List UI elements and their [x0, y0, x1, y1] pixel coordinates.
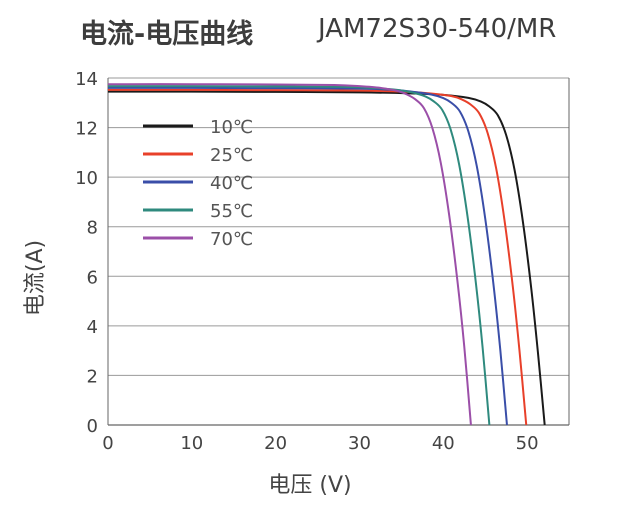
- series-line-4: [107, 85, 491, 426]
- x-tick-label-50: 50: [516, 433, 539, 454]
- series-line-5: [107, 83, 472, 426]
- grid-lines: [108, 77, 569, 426]
- x-tick-label-20: 20: [264, 433, 287, 454]
- x-tick-label-30: 30: [348, 433, 371, 454]
- series-line-2: [107, 88, 528, 426]
- y-tick-label-4: 4: [87, 317, 98, 338]
- series-line-3: [107, 86, 508, 426]
- x-tick-label-40: 40: [432, 433, 455, 454]
- chart-title: 电流-电压曲线: [80, 19, 254, 50]
- chart-model: JAM72S30-540/MR: [318, 14, 557, 44]
- y-axis-label: 电流(A): [23, 240, 48, 316]
- x-tick-label-0: 0: [102, 433, 113, 454]
- y-tick-label-8: 8: [87, 218, 98, 239]
- plot-frame: [107, 78, 570, 426]
- y-tick-label-12: 12: [75, 119, 98, 140]
- y-tick-label-10: 10: [75, 168, 98, 189]
- legend-label-1: 10℃: [210, 117, 253, 138]
- legend-label-3: 40℃: [210, 173, 253, 194]
- y-tick-label-0: 0: [87, 416, 98, 437]
- y-tick-label-14: 14: [75, 69, 98, 90]
- legend-label-4: 55℃: [210, 201, 253, 222]
- series-layer: [107, 83, 546, 426]
- y-tick-label-2: 2: [87, 366, 98, 387]
- legend-label-5: 70℃: [210, 229, 253, 250]
- series-line-1: [107, 90, 546, 426]
- legend: 10℃ 25℃ 40℃ 55℃ 70℃: [143, 117, 253, 250]
- tick-labels: 0 2 4 6 8 10 12 14 0 10 20 30 40 50: [75, 69, 538, 454]
- y-tick-label-6: 6: [87, 267, 98, 288]
- x-axis-label: 电压 (V): [268, 473, 351, 498]
- legend-label-2: 25℃: [210, 145, 253, 166]
- x-tick-label-10: 10: [180, 433, 203, 454]
